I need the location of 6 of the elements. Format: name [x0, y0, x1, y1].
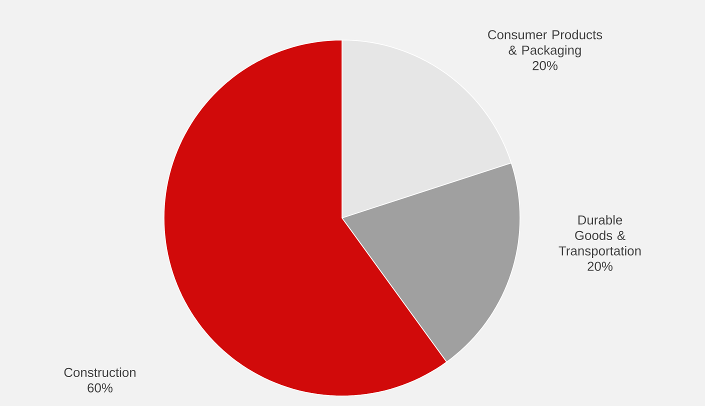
data-label: 20% — [532, 61, 558, 70]
data-label: 60% — [88, 383, 113, 392]
slice-label: Consumer Products & Packaging — [488, 30, 602, 58]
slice-label: Construction — [64, 368, 136, 378]
slice-label: Durable Goods & Transportation — [558, 215, 641, 258]
data-label: 20% — [588, 262, 613, 271]
